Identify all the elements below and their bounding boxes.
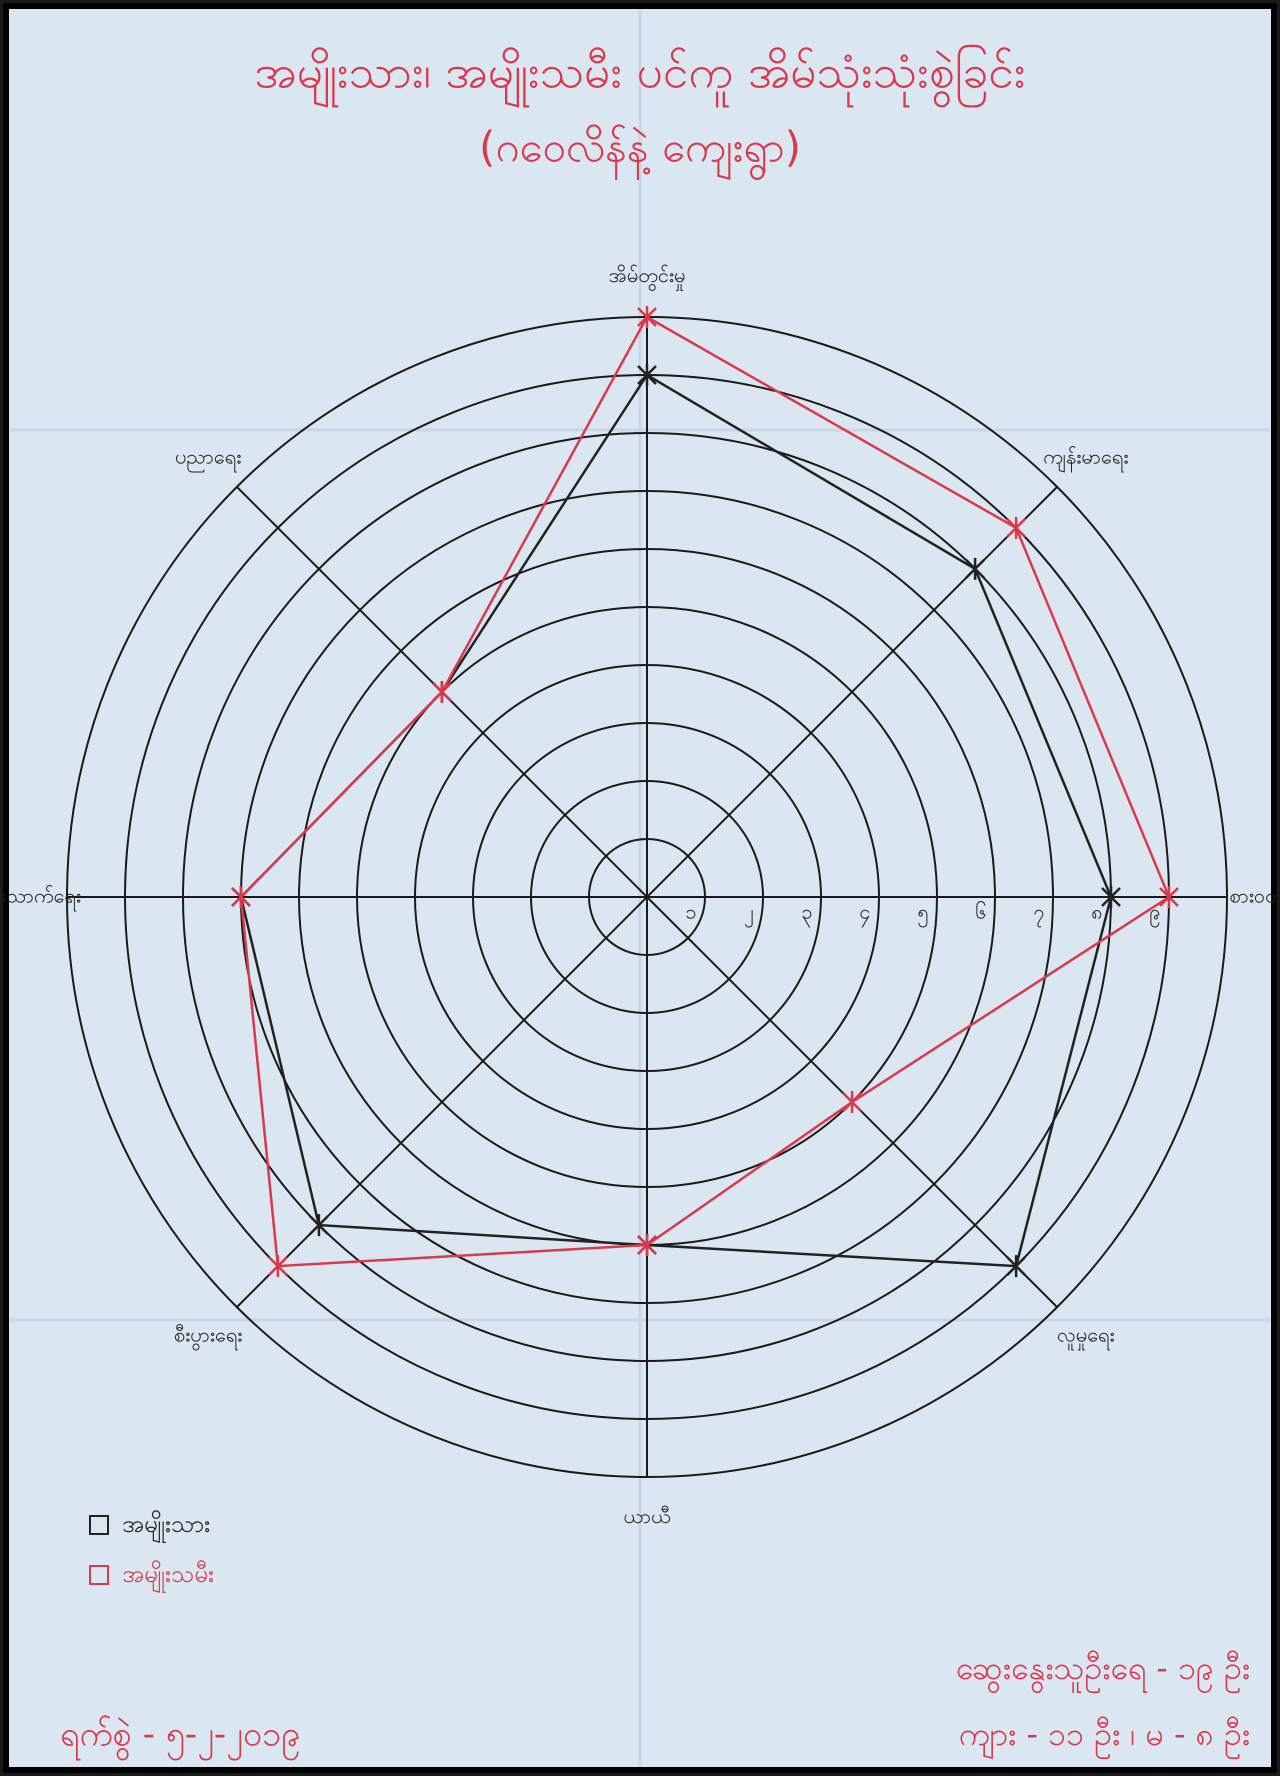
legend-swatch [89,1515,109,1535]
point [1006,516,1026,539]
r-tick-label: ၂ [744,900,754,928]
r-tick-label: ၄ [859,900,870,928]
point [268,1255,288,1278]
spoke [236,896,648,1308]
r-tick-label: ၈ [1091,900,1102,924]
point [637,364,657,386]
r-tick-label: ၉ [1149,900,1160,928]
point [965,557,985,580]
axis-label: ပညာရေး [175,445,241,473]
point [1006,1255,1026,1278]
legend-swatch [89,1565,109,1585]
r-tick-label: ၆ [975,900,986,924]
participants-note: ဆွေးနွေးသူဦးရေ - ၁၉ ဦး [956,1649,1250,1693]
axis-label: လူမှုရေး [1057,1322,1115,1350]
chart-title: အမျိုးသား၊ အမျိုးသမီး ပင်ကူ အိမ်သုံးသုံး… [254,44,1025,109]
point [1159,886,1179,908]
gender-note: ကျား - ၁၁ ဦး ၊ မ - ၈ ဦး [959,1715,1251,1759]
point [637,306,657,328]
point [842,1091,862,1114]
axis-label: စီးပွားရေး [174,1322,242,1350]
axis-label: စားသောက်ရေး [0,884,81,912]
r-tick-label: ၃ [801,900,812,928]
point [432,680,452,703]
axis-label: ယာယီ [623,1504,670,1528]
point [309,1214,329,1237]
point [231,886,251,908]
r-tick-label: ၅ [917,900,928,928]
axis-label: စားဝတ်နေ [1229,884,1280,912]
r-tick-label: ၁ [685,900,696,924]
point [637,1234,657,1256]
point [1101,886,1121,908]
date-note: ရက်စွဲ - ၅-၂-၂၀၁၉ [60,1715,300,1761]
axis-label: ကျန်းမာရေး [1043,445,1128,473]
r-tick-label: ၇ [1033,900,1044,928]
spoke [646,486,1058,898]
axis-label: အိမ်တွင်းမှု [609,263,686,291]
